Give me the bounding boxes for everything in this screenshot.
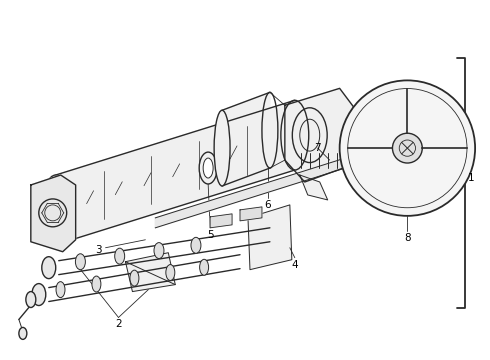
Ellipse shape <box>92 276 101 292</box>
Text: 3: 3 <box>95 245 102 255</box>
Ellipse shape <box>214 110 230 186</box>
Ellipse shape <box>203 158 213 178</box>
Ellipse shape <box>42 257 56 279</box>
Ellipse shape <box>26 292 36 307</box>
Ellipse shape <box>154 243 164 258</box>
Polygon shape <box>248 205 292 270</box>
Ellipse shape <box>191 237 201 253</box>
Polygon shape <box>240 207 262 221</box>
Circle shape <box>392 133 422 163</box>
Ellipse shape <box>354 153 360 167</box>
Text: 8: 8 <box>404 233 411 243</box>
Polygon shape <box>210 214 232 228</box>
Text: 4: 4 <box>292 260 298 270</box>
Ellipse shape <box>75 254 85 270</box>
Ellipse shape <box>199 259 209 275</box>
Ellipse shape <box>115 248 124 264</box>
Ellipse shape <box>32 284 46 306</box>
Polygon shape <box>155 155 355 228</box>
Ellipse shape <box>130 270 139 286</box>
Polygon shape <box>125 253 175 292</box>
Polygon shape <box>31 175 75 252</box>
Polygon shape <box>56 100 295 245</box>
Ellipse shape <box>199 152 217 184</box>
Circle shape <box>340 80 475 216</box>
Ellipse shape <box>56 282 65 298</box>
Polygon shape <box>222 92 270 186</box>
Text: 1: 1 <box>468 173 474 183</box>
Ellipse shape <box>19 328 27 339</box>
Text: 5: 5 <box>207 230 214 240</box>
Text: 2: 2 <box>115 319 122 329</box>
Text: 6: 6 <box>265 200 271 210</box>
Text: 7: 7 <box>315 143 321 153</box>
Ellipse shape <box>166 265 175 280</box>
Polygon shape <box>285 88 355 182</box>
Ellipse shape <box>42 175 70 245</box>
Polygon shape <box>300 175 328 200</box>
